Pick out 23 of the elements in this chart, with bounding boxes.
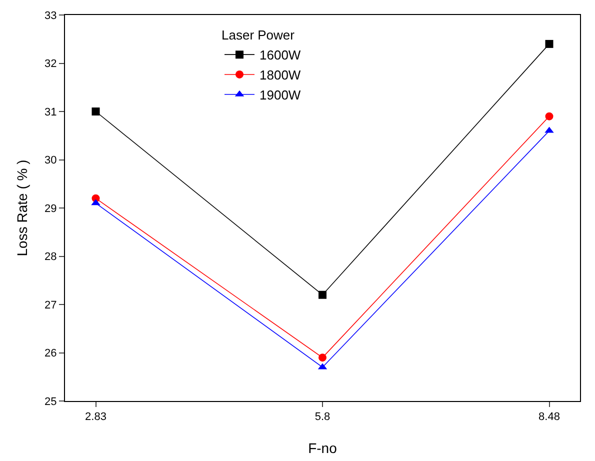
point: [545, 112, 554, 120]
point: [92, 108, 100, 116]
y-tick-label: 33: [44, 10, 57, 22]
legend-label: 1800W: [260, 68, 302, 83]
legend-label: 1600W: [260, 48, 302, 63]
x-tick-label: 2.83: [85, 411, 106, 424]
point: [545, 40, 554, 48]
y-axis-title: Loss Rate ( % ): [14, 160, 30, 256]
y-tick-label: 27: [44, 299, 57, 312]
y-tick-label: 31: [44, 106, 57, 118]
x-tick-label: 5.8: [314, 411, 330, 424]
y-tick-label: 25: [44, 396, 57, 408]
legend-label: 1900W: [260, 87, 302, 102]
legend-title: Laser Power: [222, 28, 296, 43]
y-tick-label: 28: [44, 251, 57, 264]
y-tick-label: 32: [44, 58, 57, 70]
x-tick-label: 8.48: [538, 411, 560, 424]
x-axis-title: F-no: [308, 440, 338, 456]
y-tick-label: 26: [44, 348, 57, 360]
y-tick-label: 30: [44, 154, 57, 167]
y-tick-label: 29: [44, 202, 57, 215]
point: [318, 354, 326, 362]
point: [318, 290, 326, 299]
